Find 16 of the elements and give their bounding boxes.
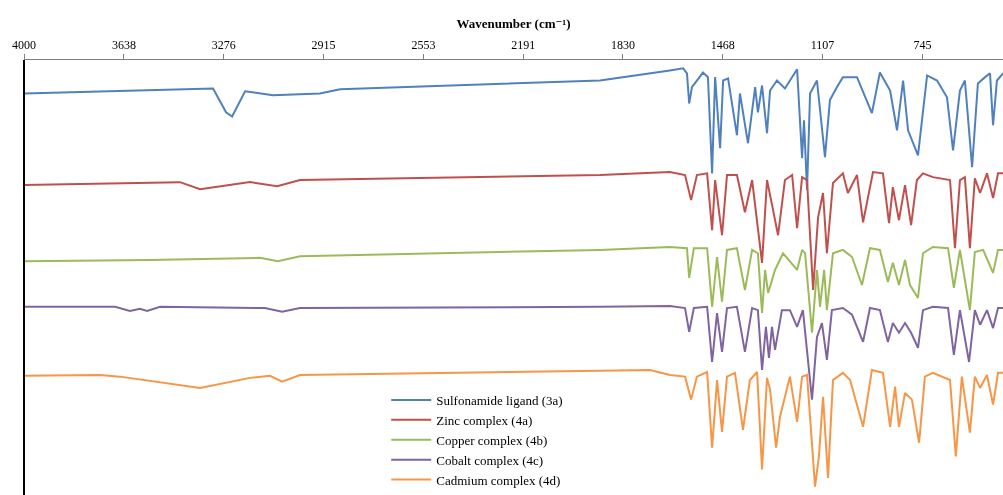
x-tick-label: 1830 [610,38,635,53]
x-tick-label: 2553 [411,38,436,53]
x-tick-label: 4000 [12,38,36,53]
legend-label: Cobalt complex (4c) [436,452,544,468]
x-tick-label: 3638 [111,38,136,53]
x-tick-label: 1468 [710,38,735,53]
x-tick-label: 2915 [311,38,336,53]
legend-label: Cadmium complex (4d) [436,472,561,488]
legend-label: Copper complex (4b) [436,432,548,448]
x-tick-label: 3276 [211,38,236,53]
x-tick-label: 745 [913,38,932,53]
x-axis-title: Wavenumber (cm⁻¹) [456,16,571,32]
legend-label: Sulfonamide ligand (3a) [436,393,563,409]
legend-label: Zinc complex (4a) [436,412,533,428]
x-tick-label: 1107 [810,38,835,53]
x-tick-label: 2191 [511,38,536,53]
